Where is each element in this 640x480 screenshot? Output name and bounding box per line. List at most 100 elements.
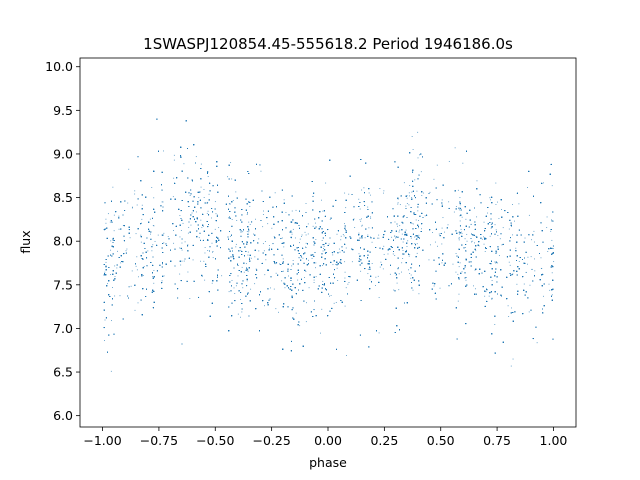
data-point	[154, 240, 156, 242]
data-point	[218, 227, 220, 229]
data-point	[421, 195, 423, 197]
data-point	[137, 302, 139, 304]
data-point	[263, 250, 265, 252]
data-point	[459, 220, 461, 222]
data-point	[191, 212, 193, 214]
data-point	[345, 355, 347, 356]
data-point	[269, 287, 271, 289]
data-point	[328, 243, 330, 245]
data-point	[173, 242, 175, 244]
data-point	[509, 264, 511, 266]
data-point	[203, 189, 205, 190]
data-point	[411, 222, 413, 224]
data-point	[551, 185, 553, 187]
data-point	[228, 291, 230, 293]
data-point	[173, 230, 175, 231]
data-point	[344, 277, 346, 279]
data-point	[546, 227, 548, 229]
data-point	[433, 285, 435, 287]
data-point	[112, 287, 113, 288]
data-point	[444, 231, 446, 233]
data-point	[301, 234, 303, 236]
data-point	[315, 276, 317, 278]
data-point	[260, 170, 262, 172]
data-point	[416, 243, 418, 245]
data-point	[215, 213, 217, 215]
data-point	[527, 187, 528, 188]
data-point	[358, 253, 360, 255]
data-point	[265, 259, 267, 261]
data-point	[367, 268, 369, 270]
data-point	[306, 302, 307, 304]
data-point	[416, 190, 418, 192]
data-point	[247, 251, 249, 253]
data-point	[183, 163, 185, 165]
data-point	[288, 275, 289, 277]
data-point	[494, 324, 496, 325]
data-point	[127, 202, 129, 204]
data-point	[457, 300, 459, 302]
data-point	[512, 273, 514, 275]
data-point	[491, 223, 493, 225]
data-point	[412, 289, 414, 291]
data-point	[179, 247, 181, 249]
data-point	[214, 228, 216, 230]
data-point	[305, 246, 306, 248]
data-point	[360, 270, 362, 272]
data-point	[364, 237, 366, 239]
data-point	[512, 204, 513, 205]
data-point	[378, 234, 380, 236]
data-point	[414, 243, 416, 245]
data-point	[112, 186, 114, 188]
data-point	[458, 293, 460, 295]
data-point	[412, 223, 414, 225]
data-point	[335, 263, 337, 265]
data-point	[141, 218, 143, 220]
data-point	[332, 264, 334, 266]
data-point	[406, 203, 408, 204]
data-point	[163, 275, 165, 277]
data-point	[229, 235, 231, 237]
data-point	[484, 295, 486, 297]
data-point	[524, 237, 526, 239]
data-point	[488, 263, 490, 264]
data-point	[518, 260, 520, 262]
data-point	[403, 182, 405, 184]
data-point	[516, 283, 518, 285]
data-point	[216, 214, 218, 216]
data-point	[418, 227, 419, 229]
data-point	[495, 204, 497, 205]
data-point	[201, 227, 203, 229]
data-point	[113, 214, 115, 216]
data-point	[368, 227, 370, 229]
data-point	[292, 260, 294, 261]
data-point	[447, 224, 449, 226]
data-point	[484, 251, 486, 252]
data-point	[551, 265, 552, 266]
data-point	[104, 340, 105, 342]
data-point	[529, 284, 531, 286]
data-point	[295, 312, 297, 314]
data-point	[110, 240, 112, 242]
data-point	[375, 276, 377, 278]
data-point	[495, 229, 497, 231]
data-point	[391, 236, 393, 238]
data-point	[305, 234, 307, 236]
data-point	[273, 223, 275, 225]
data-point	[245, 263, 247, 265]
data-point	[231, 178, 233, 180]
data-point	[418, 293, 420, 295]
data-point	[452, 263, 454, 265]
data-point	[499, 238, 501, 240]
data-point	[441, 227, 443, 229]
data-point	[464, 238, 466, 240]
data-point	[134, 190, 136, 192]
data-point	[118, 215, 120, 217]
data-point	[490, 291, 492, 293]
data-point	[439, 287, 441, 289]
data-point	[254, 283, 256, 285]
data-point	[491, 298, 493, 300]
data-point	[380, 261, 382, 263]
